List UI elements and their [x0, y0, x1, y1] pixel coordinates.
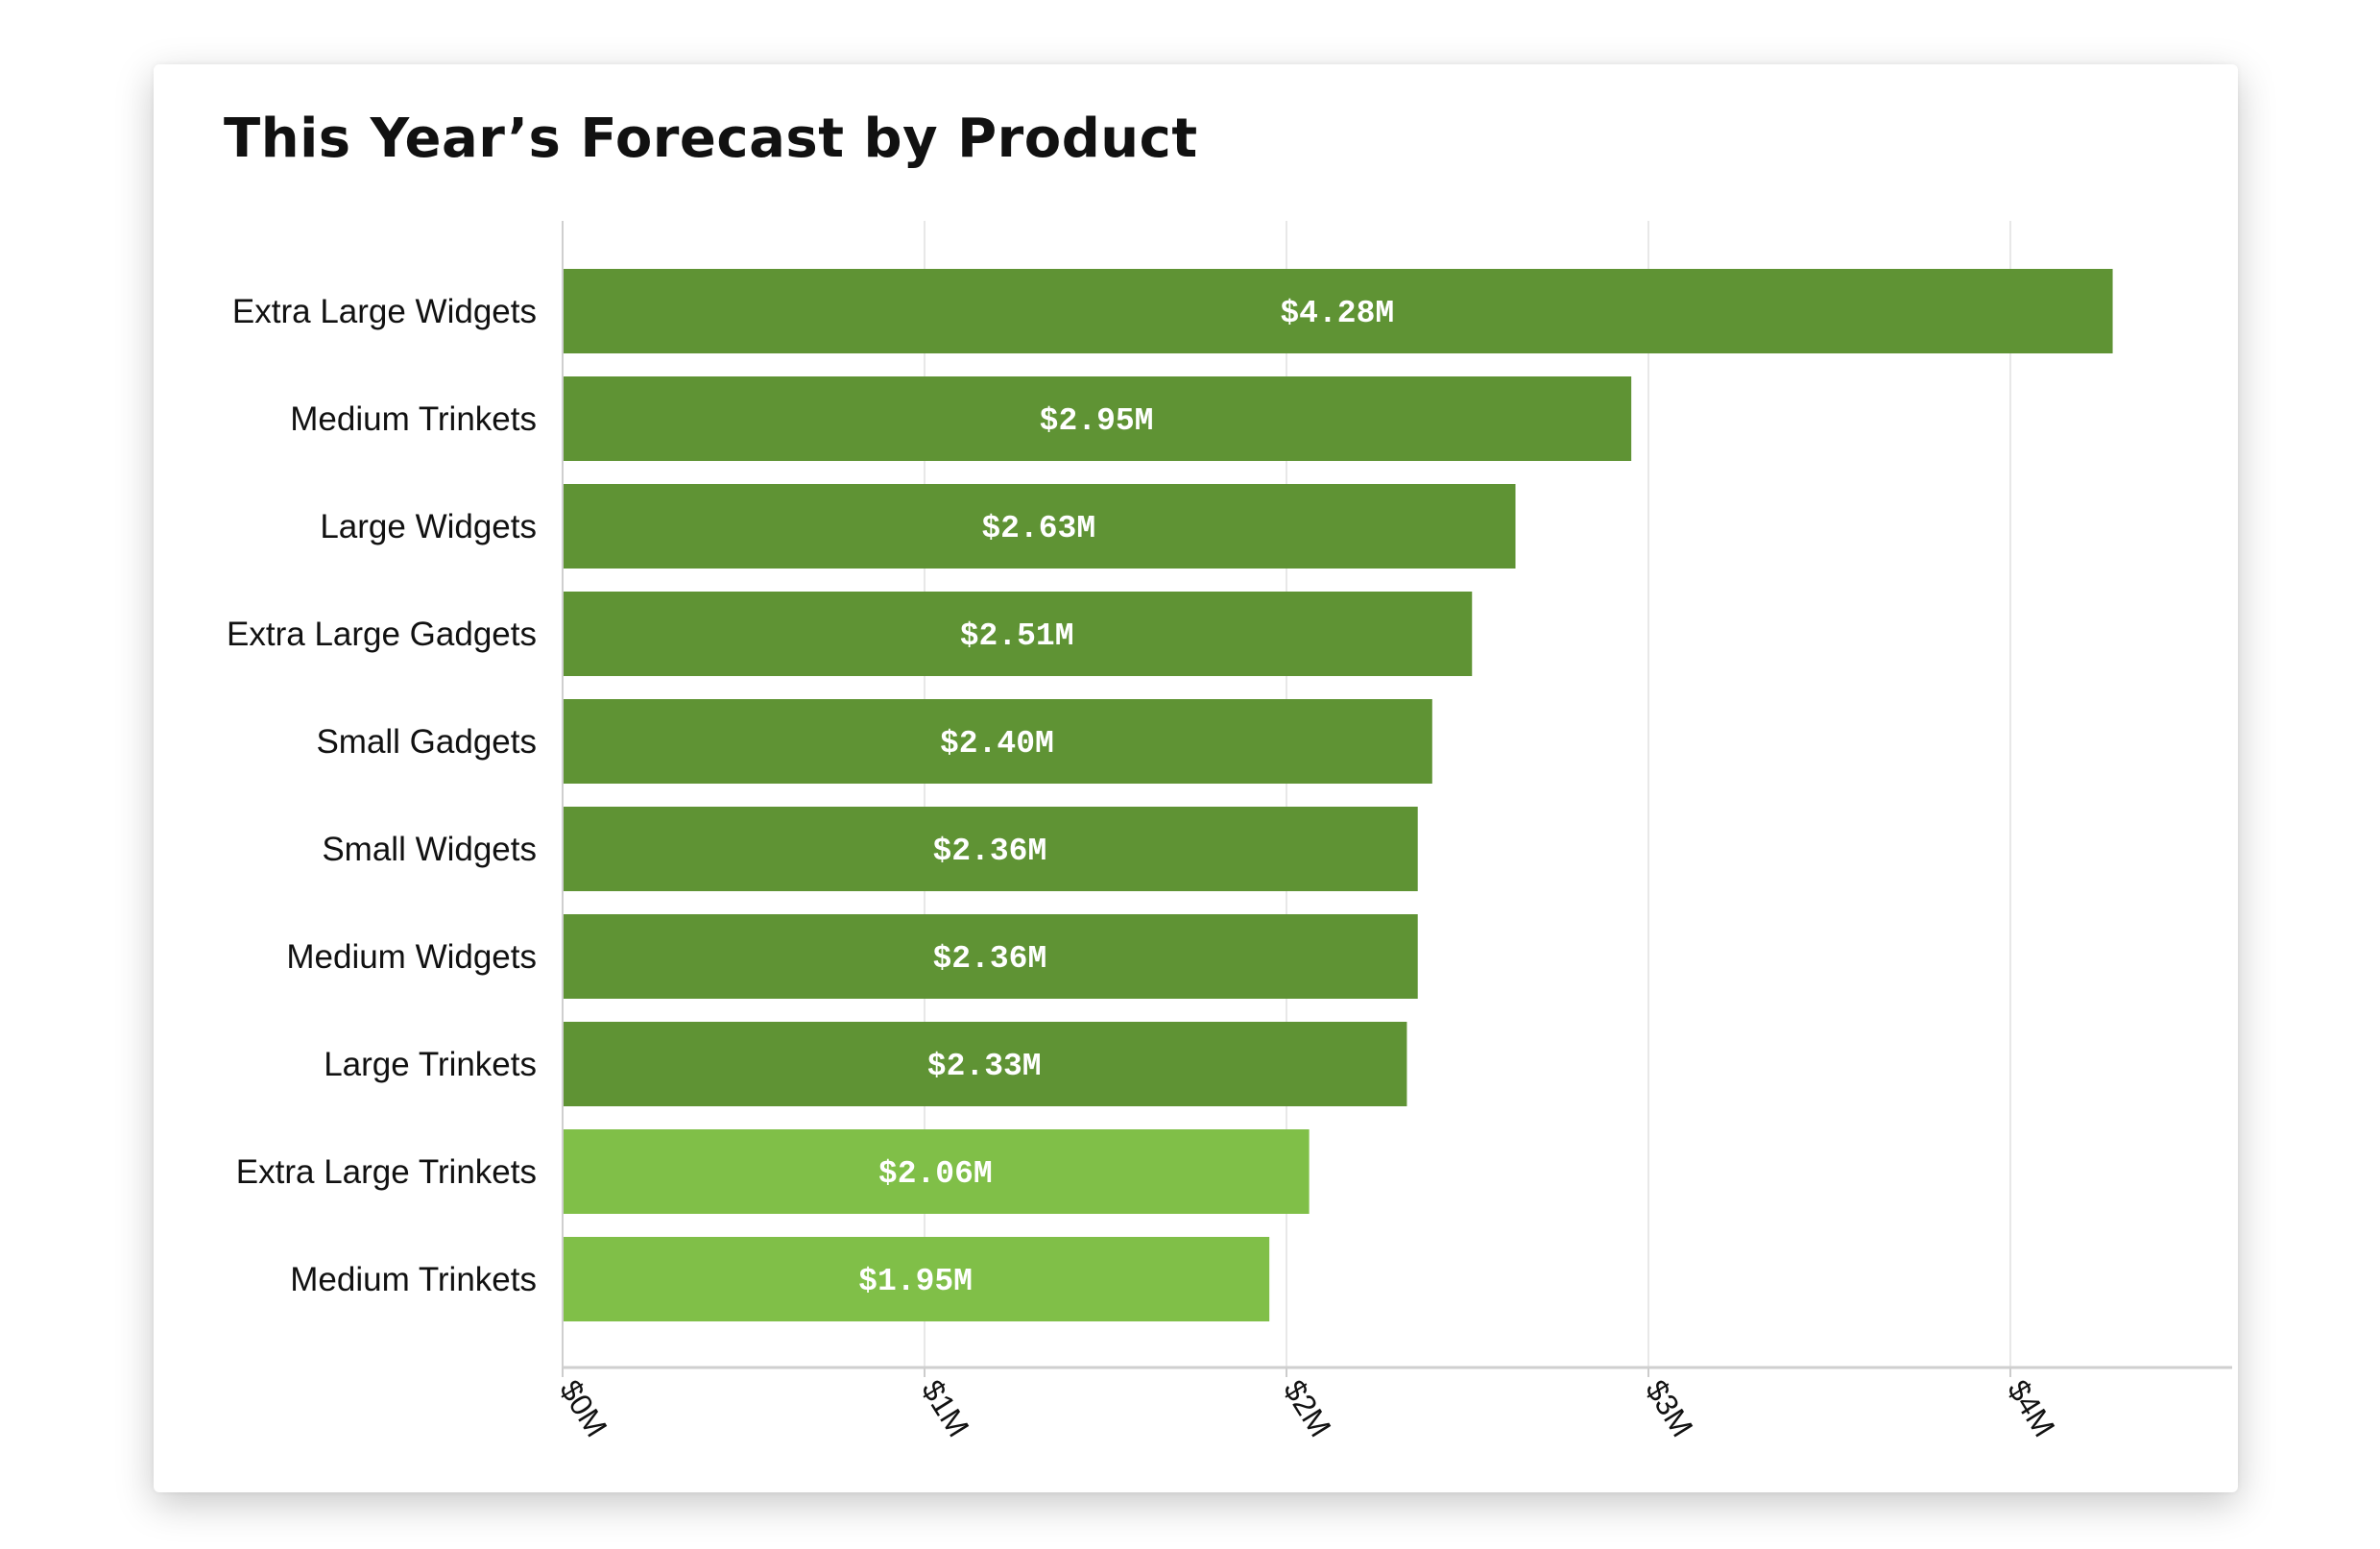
x-tick-label: $1M: [915, 1374, 976, 1443]
category-label: Medium Trinkets: [290, 400, 537, 438]
category-label: Small Gadgets: [316, 723, 537, 761]
bar: [564, 376, 1632, 461]
category-label: Extra Large Widgets: [232, 293, 537, 330]
bar: [564, 269, 2113, 353]
bar: [564, 1129, 1310, 1214]
category-label: Small Widgets: [322, 831, 537, 868]
bar: [564, 807, 1418, 891]
category-label: Large Trinkets: [324, 1046, 537, 1083]
bar: [564, 484, 1516, 569]
x-tick-label: $0M: [553, 1374, 614, 1443]
data-label: $2.51M: [960, 618, 1074, 654]
data-label: $2.33M: [927, 1049, 1042, 1084]
x-tick-label: $2M: [1277, 1374, 1338, 1443]
bar: [564, 914, 1418, 999]
x-tick-label: $4M: [2001, 1374, 2062, 1443]
category-label: Medium Widgets: [286, 938, 537, 976]
category-label: Extra Large Gadgets: [227, 616, 537, 653]
data-label: $2.36M: [932, 834, 1046, 869]
bar: [564, 592, 1473, 676]
data-label: $4.28M: [1280, 296, 1394, 331]
data-label: $2.63M: [981, 511, 1095, 546]
bar: [564, 1022, 1407, 1106]
category-label: Large Widgets: [320, 508, 537, 545]
data-label: $1.95M: [858, 1264, 973, 1299]
bar: [564, 1237, 1270, 1321]
category-label: Medium Trinkets: [290, 1261, 537, 1298]
x-tick-label: $3M: [1639, 1374, 1700, 1443]
data-label: $2.36M: [932, 941, 1046, 977]
data-label: $2.06M: [878, 1156, 993, 1192]
category-label: Extra Large Trinkets: [236, 1153, 537, 1191]
bar: [564, 699, 1432, 784]
data-label: $2.40M: [940, 726, 1054, 762]
chart-title: This Year’s Forecast by Product: [224, 108, 1198, 170]
data-label: $2.95M: [1040, 403, 1154, 439]
